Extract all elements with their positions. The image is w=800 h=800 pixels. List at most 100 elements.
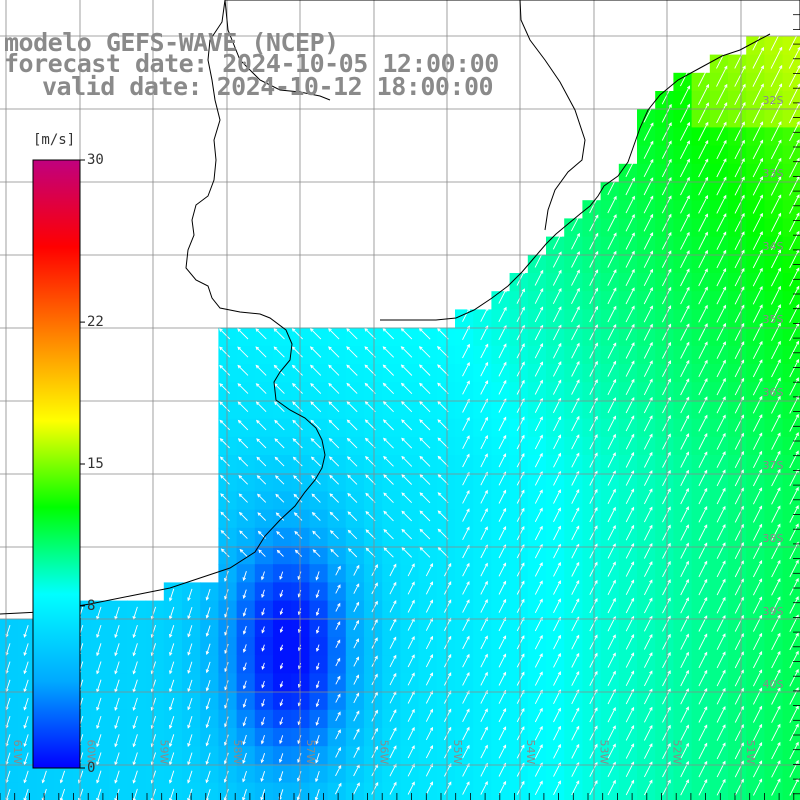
wind-arrow <box>462 362 470 377</box>
wind-arrow <box>328 328 340 340</box>
wind-arrow <box>219 346 231 358</box>
wind-arrow <box>680 176 690 196</box>
wind-arrow <box>382 437 394 449</box>
wind-arrow <box>698 286 708 305</box>
wind-arrow <box>309 327 322 340</box>
wind-arrow <box>437 382 449 395</box>
wind-arrow <box>698 414 708 432</box>
wind-arrow <box>698 158 709 178</box>
wind-arrow <box>310 401 322 413</box>
wind-arrow <box>679 140 690 160</box>
wind-arrow <box>516 416 525 432</box>
wind-arrow <box>346 401 358 413</box>
wind-arrow <box>789 377 799 396</box>
wind-arrow <box>788 46 800 69</box>
wind-arrow <box>571 360 580 377</box>
speed-cell <box>728 364 747 383</box>
wind-arrow <box>716 47 728 69</box>
wind-arrow <box>291 364 303 376</box>
colorbar-tick-label: 22 <box>87 314 104 331</box>
wind-arrow <box>292 383 303 394</box>
wind-arrow <box>680 195 690 214</box>
wind-arrow <box>310 383 322 394</box>
wind-arrow <box>643 158 654 178</box>
wind-arrow <box>237 328 249 340</box>
wind-arrow <box>716 359 726 378</box>
wind-arrow <box>346 419 358 431</box>
wind-arrow <box>698 195 708 214</box>
wind-arrow <box>534 361 543 377</box>
speed-cell <box>491 327 511 347</box>
wind-arrow <box>697 102 709 124</box>
wind-arrow <box>789 212 800 233</box>
wind-arrow <box>752 395 763 414</box>
wind-arrow <box>516 288 525 304</box>
wind-arrow <box>462 306 470 322</box>
wind-arrow <box>219 328 231 340</box>
speed-cell <box>655 254 674 274</box>
wind-arrow <box>310 437 321 449</box>
speed-cell <box>582 691 602 711</box>
wind-arrow <box>643 396 653 414</box>
wind-arrow <box>680 268 690 287</box>
wind-arrow <box>662 378 671 396</box>
wind-arrow <box>309 364 322 376</box>
wind-arrow <box>219 419 231 431</box>
wind-arrow <box>534 343 543 359</box>
wind-arrow <box>607 415 616 432</box>
wind-arrow <box>752 377 763 396</box>
wind-arrow <box>534 306 544 323</box>
wind-arrow <box>643 323 653 341</box>
speed-cell <box>582 746 602 765</box>
wind-arrow <box>237 438 249 449</box>
wind-arrow <box>661 305 672 323</box>
wind-arrow <box>401 437 413 449</box>
wind-arrow <box>734 101 746 124</box>
wind-arrow <box>752 359 763 378</box>
wind-arrow <box>571 232 580 250</box>
wind-arrow <box>770 194 782 214</box>
latitude-label: 37S <box>763 459 784 472</box>
wind-arrow <box>698 377 708 396</box>
wind-arrow <box>680 396 690 414</box>
wind-arrow <box>516 361 525 377</box>
wind-arrow <box>770 139 782 160</box>
wind-arrow <box>552 379 562 395</box>
wind-arrow <box>498 288 507 304</box>
wind-arrow <box>382 419 394 431</box>
longitude-label: 61W <box>11 740 24 765</box>
wind-arrow <box>643 250 653 268</box>
wind-arrow <box>752 101 764 124</box>
wind-arrow <box>770 157 782 178</box>
wind-arrow <box>255 383 267 394</box>
wind-arrow <box>219 364 231 376</box>
wind-arrow <box>752 121 764 142</box>
wind-arrow <box>679 158 690 178</box>
wind-arrow <box>462 435 470 450</box>
wind-arrow <box>571 305 580 323</box>
speed-cell <box>582 637 602 656</box>
wind-arrow <box>382 346 395 358</box>
wind-arrow <box>697 83 709 105</box>
wind-arrow <box>752 139 764 160</box>
wind-arrow <box>698 231 708 250</box>
wind-arrow <box>734 65 746 87</box>
wind-arrow <box>789 285 800 305</box>
wind-arrow <box>680 341 690 359</box>
wind-arrow <box>662 360 671 377</box>
wind-arrow <box>698 249 708 269</box>
wind-arrow <box>571 415 580 432</box>
wind-arrow <box>734 47 746 69</box>
wind-arrow <box>589 342 598 359</box>
wind-arrow <box>607 269 617 286</box>
wind-arrow <box>328 364 340 376</box>
wind-arrow <box>625 342 635 359</box>
wind-arrow <box>437 437 449 449</box>
wind-arrow <box>571 342 580 359</box>
wind-arrow <box>771 414 781 432</box>
wind-arrow <box>462 380 470 395</box>
wind-arrow <box>716 341 726 359</box>
wind-arrow <box>643 360 653 377</box>
wind-arrow <box>734 139 745 160</box>
wind-arrow <box>607 378 617 396</box>
